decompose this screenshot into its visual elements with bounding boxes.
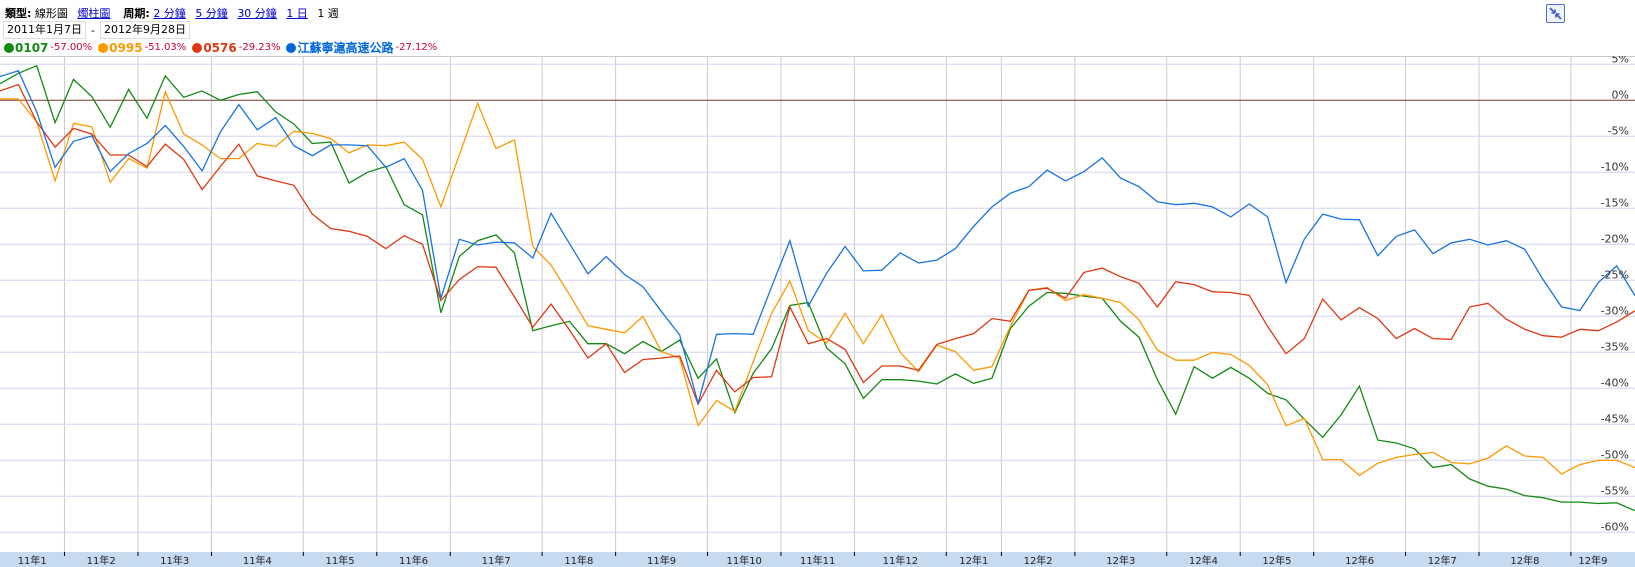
y-tick-label: 5% (1612, 56, 1629, 65)
y-tick-label: -5% (1608, 124, 1629, 137)
x-tick-label: 11年6 (399, 554, 428, 567)
x-tick-label: 11年11 (800, 554, 835, 567)
series-line-3 (0, 70, 1635, 406)
type-line-current: 線形圖 (34, 7, 68, 20)
y-tick-label: -20% (1601, 232, 1629, 245)
legend-name: 0995 (109, 40, 143, 55)
y-tick-label: 0% (1612, 88, 1629, 101)
x-tick-label: 12年6 (1345, 554, 1374, 567)
chart-options-bar: 類型: 線形圖 燭柱圖 周期: 2 分鐘 5 分鐘 30 分鐘 1 日 1 週 (5, 5, 339, 21)
x-tick-label: 11年8 (564, 554, 593, 567)
x-tick-label: 12年2 (1024, 554, 1053, 567)
series-line-1 (0, 89, 1635, 477)
legend-change: -51.03% (144, 42, 187, 53)
x-tick-label: 12年1 (959, 554, 988, 567)
date-to-field[interactable]: 2012年9月28日 (99, 21, 190, 39)
legend-name: 0576 (203, 40, 237, 55)
collapse-arrows-icon (1549, 7, 1562, 20)
x-tick-label: 12年5 (1262, 554, 1291, 567)
y-tick-label: -40% (1601, 376, 1629, 389)
legend-name: 江蘇寧滬高速公路 (297, 41, 394, 55)
x-axis-band (0, 552, 1635, 567)
x-tick-label: 12年3 (1106, 554, 1135, 567)
y-tick-label: -25% (1601, 268, 1629, 281)
legend: 0107 -57.00% 0995 -51.03% 0576 -29.23% 江… (4, 39, 443, 56)
y-tick-label: -35% (1601, 340, 1629, 353)
legend-item-0995[interactable]: 0995 -51.03% (98, 41, 186, 55)
x-tick-label: 12年8 (1510, 554, 1539, 567)
x-tick-label: 12年7 (1428, 554, 1457, 567)
legend-name: 0107 (15, 40, 49, 55)
y-tick-label: -30% (1601, 304, 1629, 317)
date-separator: - (91, 23, 95, 37)
type-candlestick-link[interactable]: 燭柱圖 (77, 7, 111, 20)
series-line-0 (0, 64, 1635, 512)
y-tick-label: -55% (1601, 484, 1629, 497)
y-tick-label: -10% (1601, 160, 1629, 173)
legend-change: -27.12% (395, 42, 438, 53)
type-label: 類型: (5, 7, 32, 20)
x-tick-label: 11年10 (726, 554, 761, 567)
series-dot-icon (192, 42, 203, 53)
legend-item-0576[interactable]: 0576 -29.23% (192, 41, 280, 55)
date-range: 2011年1月7日 - 2012年9月28日 (3, 21, 190, 39)
period-1day-link[interactable]: 1 日 (286, 7, 308, 20)
period-5min-link[interactable]: 5 分鐘 (195, 7, 228, 20)
x-tick-label: 11年5 (325, 554, 354, 567)
period-label: 周期: (123, 7, 150, 20)
x-tick-label: 11年3 (160, 554, 189, 567)
x-tick-label: 11年9 (647, 554, 676, 567)
y-tick-label: -15% (1601, 196, 1629, 209)
x-tick-label: 11年2 (87, 554, 116, 567)
y-tick-label: -50% (1601, 448, 1629, 461)
date-from-field[interactable]: 2011年1月7日 (3, 21, 86, 39)
collapse-button[interactable] (1546, 4, 1565, 23)
x-tick-label: 11年4 (243, 554, 272, 567)
x-tick-label: 12年4 (1189, 554, 1218, 567)
x-tick-label: 12年9 (1578, 554, 1607, 567)
legend-item-jiangsu-expressway[interactable]: 江蘇寧滬高速公路 -27.12% (286, 39, 437, 56)
period-30min-link[interactable]: 30 分鐘 (237, 7, 277, 20)
period-1week-current: 1 週 (317, 7, 339, 20)
y-tick-label: -60% (1601, 520, 1629, 533)
period-2min-link[interactable]: 2 分鐘 (153, 7, 186, 20)
legend-change: -29.23% (238, 42, 281, 53)
y-tick-label: -45% (1601, 412, 1629, 425)
comparison-line-chart[interactable]: 5% 0% -5% -10% -15% -20% -25% -30% -35% -40% -45% -… (0, 56, 1635, 567)
series-dot-icon (4, 42, 14, 53)
series-dot-icon (286, 42, 297, 53)
x-tick-label: 11年12 (883, 554, 918, 567)
legend-item-0107[interactable]: 0107 -57.00% (4, 41, 92, 55)
legend-change: -57.00% (50, 42, 93, 53)
series-line-2 (0, 83, 1635, 406)
x-tick-label: 11年1 (18, 554, 47, 567)
x-tick-label: 11年7 (482, 554, 511, 567)
series-dot-icon (98, 42, 109, 53)
